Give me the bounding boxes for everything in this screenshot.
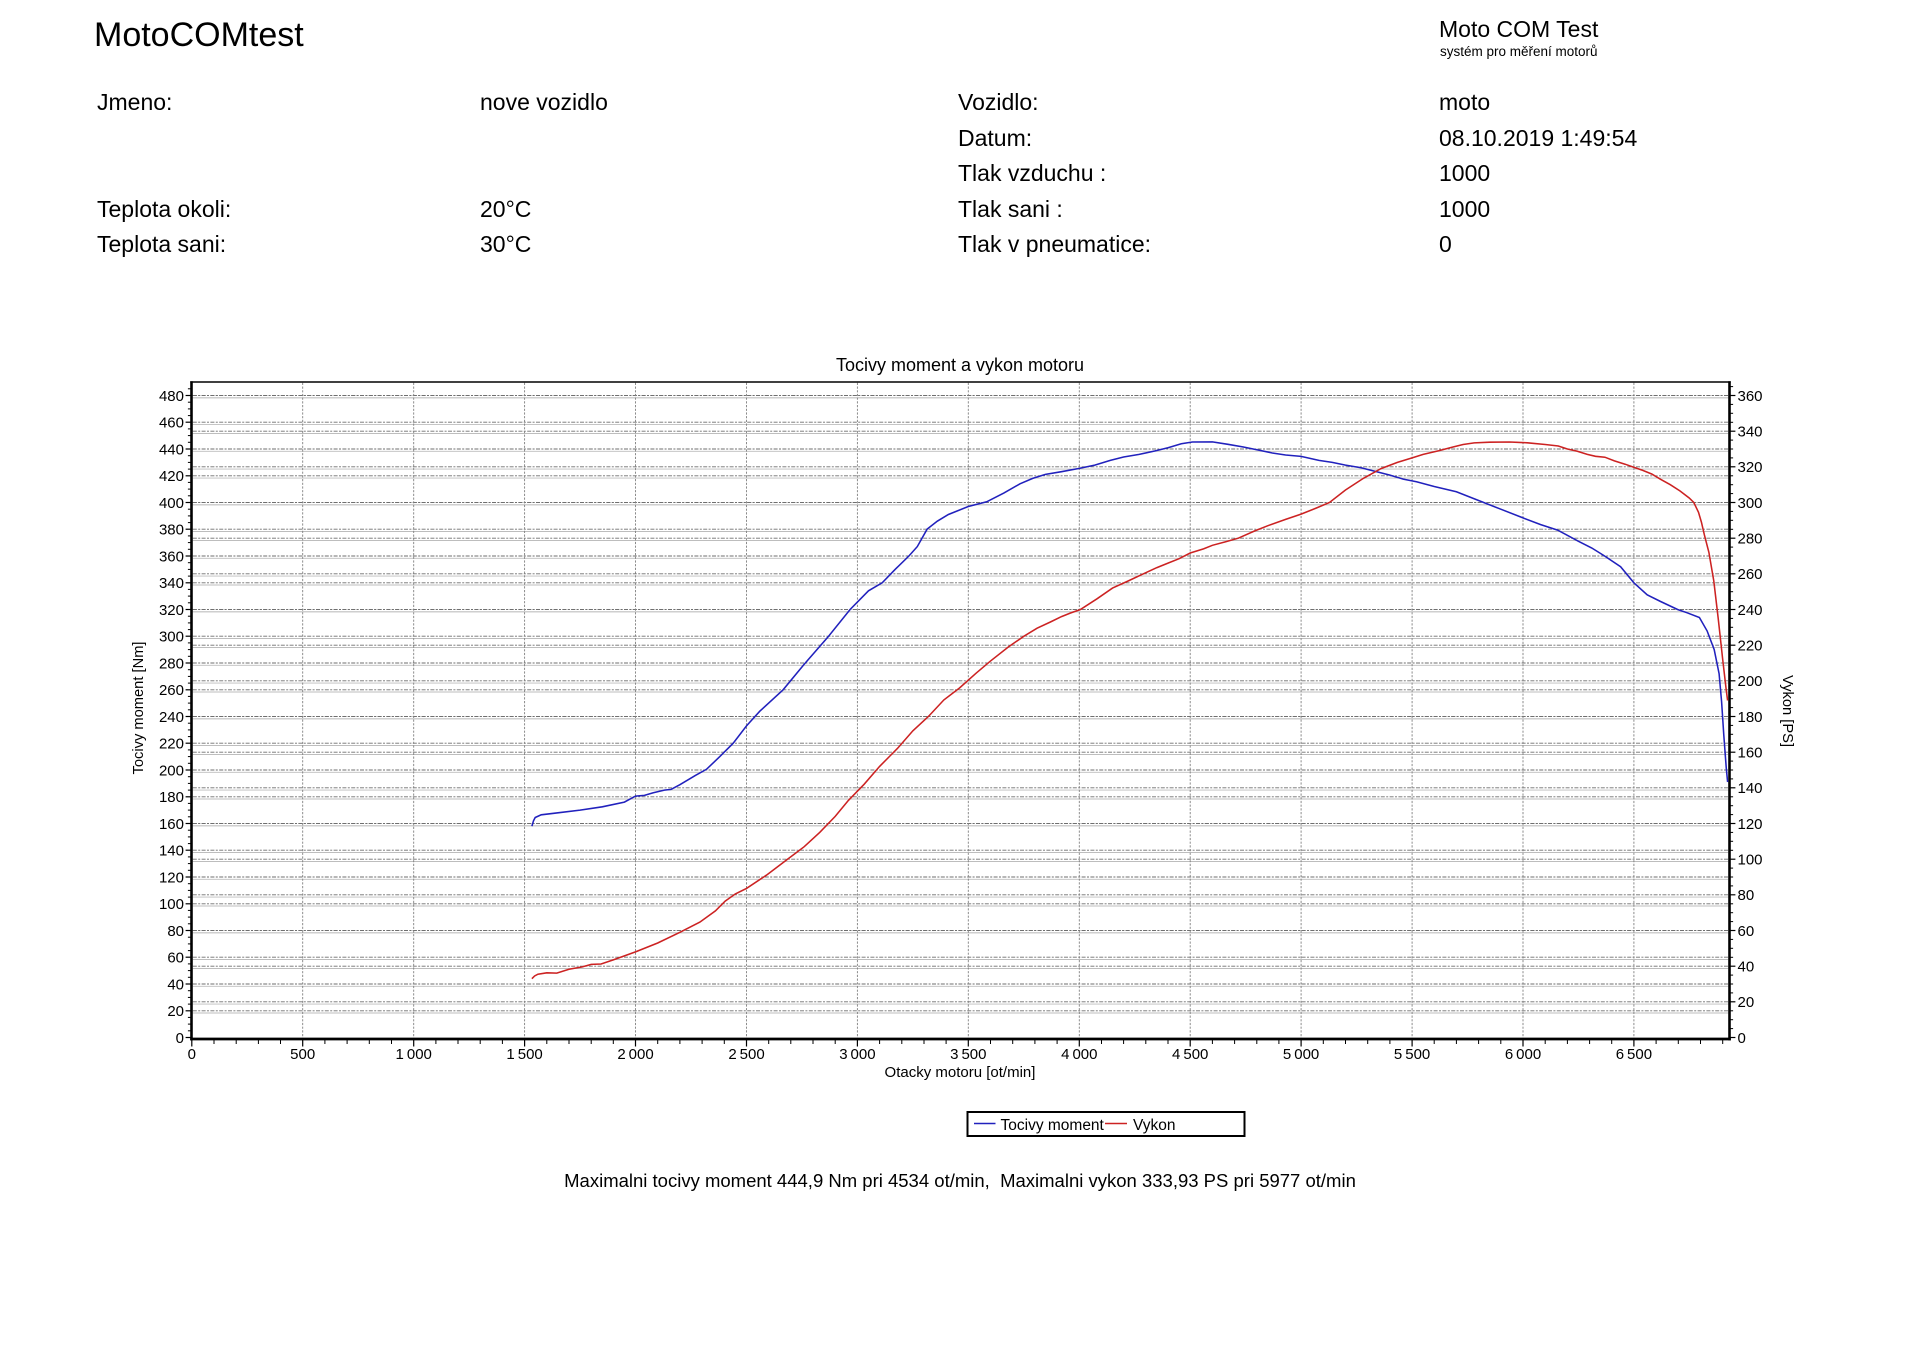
- svg-text:Vykon: Vykon: [1133, 1117, 1176, 1134]
- svg-text:2 000: 2 000: [617, 1046, 653, 1063]
- svg-text:200: 200: [159, 762, 184, 779]
- svg-text:300: 300: [159, 629, 184, 646]
- svg-text:180: 180: [1738, 709, 1763, 726]
- svg-text:Vykon [PS]: Vykon [PS]: [1779, 675, 1795, 747]
- svg-text:440: 440: [159, 441, 184, 458]
- svg-text:220: 220: [1738, 638, 1763, 655]
- svg-text:100: 100: [159, 896, 184, 913]
- svg-text:2 500: 2 500: [728, 1046, 764, 1063]
- svg-text:340: 340: [159, 575, 184, 592]
- svg-text:120: 120: [159, 869, 184, 886]
- svg-text:220: 220: [159, 736, 184, 753]
- svg-text:180: 180: [159, 789, 184, 806]
- svg-text:3 500: 3 500: [950, 1046, 986, 1063]
- svg-text:Tocivy moment: Tocivy moment: [1001, 1117, 1105, 1134]
- svg-text:0: 0: [188, 1046, 196, 1063]
- svg-text:160: 160: [1738, 745, 1763, 762]
- svg-text:300: 300: [1738, 495, 1763, 512]
- svg-text:460: 460: [159, 415, 184, 432]
- svg-text:0: 0: [176, 1030, 184, 1047]
- svg-text:200: 200: [1738, 673, 1763, 690]
- svg-text:80: 80: [1738, 887, 1755, 904]
- svg-text:340: 340: [1738, 424, 1763, 441]
- svg-text:420: 420: [159, 468, 184, 485]
- svg-text:240: 240: [1738, 602, 1763, 619]
- svg-text:260: 260: [159, 682, 184, 699]
- svg-text:1 500: 1 500: [506, 1046, 542, 1063]
- svg-text:1 000: 1 000: [396, 1046, 432, 1063]
- svg-text:480: 480: [159, 388, 184, 405]
- svg-text:380: 380: [159, 522, 184, 539]
- svg-text:120: 120: [1738, 816, 1763, 833]
- svg-text:40: 40: [167, 976, 184, 993]
- svg-text:140: 140: [159, 843, 184, 860]
- svg-text:280: 280: [159, 655, 184, 672]
- svg-text:Otacky motoru [ot/min]: Otacky motoru [ot/min]: [885, 1064, 1036, 1081]
- svg-text:280: 280: [1738, 531, 1763, 548]
- svg-text:60: 60: [167, 950, 184, 967]
- svg-text:60: 60: [1738, 923, 1755, 940]
- svg-text:Tocivy moment [Nm]: Tocivy moment [Nm]: [131, 641, 147, 774]
- svg-text:360: 360: [1738, 388, 1763, 405]
- svg-text:140: 140: [1738, 780, 1763, 797]
- svg-text:4 000: 4 000: [1061, 1046, 1097, 1063]
- svg-text:80: 80: [167, 923, 184, 940]
- svg-text:3 000: 3 000: [839, 1046, 875, 1063]
- svg-text:5 000: 5 000: [1283, 1046, 1319, 1063]
- svg-text:0: 0: [1738, 1030, 1746, 1047]
- svg-text:20: 20: [1738, 994, 1755, 1011]
- svg-text:400: 400: [159, 495, 184, 512]
- svg-text:320: 320: [1738, 459, 1763, 476]
- svg-text:260: 260: [1738, 566, 1763, 583]
- svg-text:6 000: 6 000: [1505, 1046, 1541, 1063]
- svg-text:20: 20: [167, 1003, 184, 1020]
- svg-text:4 500: 4 500: [1172, 1046, 1208, 1063]
- svg-text:6 500: 6 500: [1616, 1046, 1652, 1063]
- svg-text:240: 240: [159, 709, 184, 726]
- svg-text:160: 160: [159, 816, 184, 833]
- svg-text:5 500: 5 500: [1394, 1046, 1430, 1063]
- svg-text:Tocivy moment a vykon motoru: Tocivy moment a vykon motoru: [836, 355, 1084, 375]
- svg-text:100: 100: [1738, 852, 1763, 869]
- svg-text:320: 320: [159, 602, 184, 619]
- svg-text:500: 500: [290, 1046, 315, 1063]
- svg-text:360: 360: [159, 548, 184, 565]
- svg-text:40: 40: [1738, 959, 1755, 976]
